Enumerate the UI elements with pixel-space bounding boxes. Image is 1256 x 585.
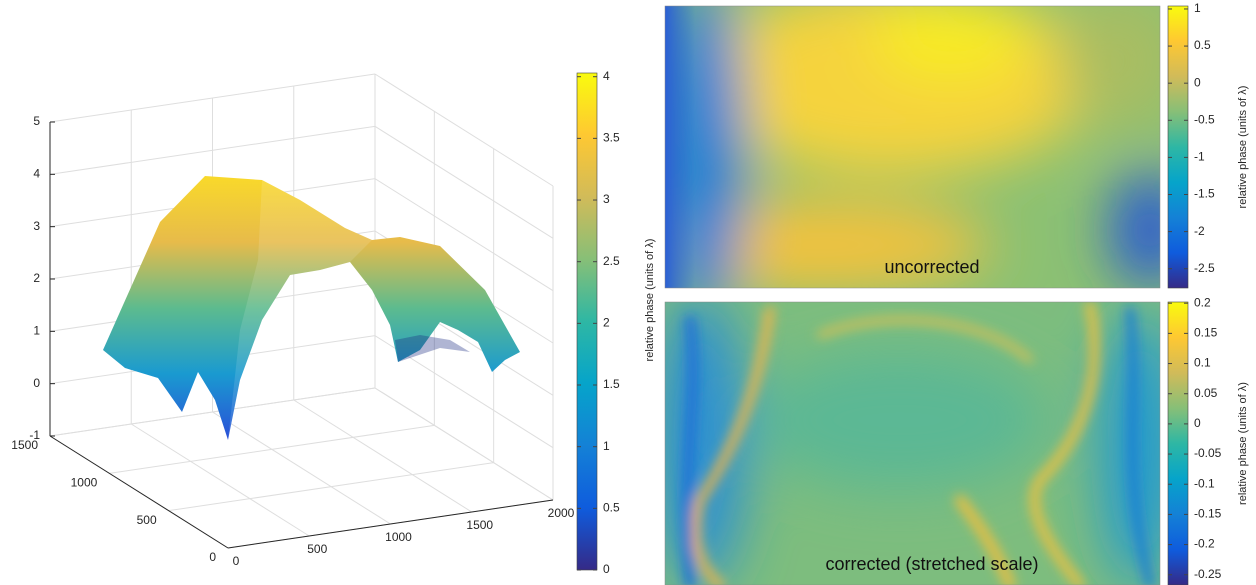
x-tick-label: 500: [307, 542, 327, 556]
z-tick-label: 3: [33, 219, 40, 233]
colorbar-tick-label: 4: [603, 69, 610, 83]
z-tick-label: 2: [33, 271, 40, 285]
x-tick-label: 2000: [548, 506, 575, 520]
colorbar-tick-label: 2: [603, 316, 610, 330]
colorbar: [576, 72, 598, 571]
grid-line: [168, 462, 494, 512]
colorbar-tick-label: 0.2: [1194, 295, 1211, 309]
colorbar-label: relative phase (units of λ): [1237, 382, 1249, 505]
colorbar-tick-label: 0.15: [1194, 326, 1218, 340]
surface: [103, 176, 520, 440]
colorbar-tick-label: -0.15: [1194, 507, 1222, 521]
grid-line: [212, 411, 391, 525]
colorbar-tick-label: 3: [603, 192, 610, 206]
colorbar-tick-label: -0.1: [1194, 476, 1215, 490]
colorbar: [1167, 5, 1189, 289]
heatmap-frame: [664, 5, 1161, 289]
grid-line: [130, 423, 310, 537]
colorbar-tick-label: 0.05: [1194, 386, 1218, 400]
heatmap-frame: [664, 301, 1161, 585]
z-tick-label: 0: [33, 376, 40, 390]
colorbar-tick-label: 0: [603, 562, 610, 576]
grid-line: [49, 387, 376, 437]
z-tick-label: -1: [29, 428, 40, 442]
grid-line: [374, 125, 554, 239]
x-tick-label: 1500: [466, 518, 493, 532]
colorbar-tick-label: -0.5: [1194, 112, 1215, 126]
grid-line: [49, 125, 376, 175]
colorbar: [1167, 301, 1189, 585]
colorbar-tick-label: 3.5: [603, 131, 620, 145]
heatmap-image: [665, 302, 1160, 585]
y-tick-label: 500: [137, 513, 157, 527]
grid-line: [374, 387, 554, 501]
grid-line: [374, 178, 554, 292]
y-tick-label: 1500: [11, 438, 38, 452]
y-tick-label: 1000: [71, 476, 98, 490]
x-tick-label: 1000: [385, 530, 412, 544]
colorbar-tick-label: 0.5: [1194, 38, 1211, 52]
axis-line: [227, 499, 554, 549]
colorbar-tick-label: 0: [1194, 75, 1201, 89]
colorbar-label: relative phase (units of λ): [644, 239, 656, 362]
colorbar-label: relative phase (units of λ): [1237, 86, 1249, 209]
grid-line: [109, 424, 435, 474]
colorbar-tick-label: 0.5: [603, 501, 620, 515]
colorbar-tick-label: -0.05: [1194, 446, 1222, 460]
z-tick-label: 4: [33, 167, 40, 181]
x-tick-label: 0: [233, 554, 240, 568]
colorbar-tick-label: -2.5: [1194, 261, 1215, 275]
colorbar-tick-label: 1: [1194, 1, 1201, 15]
colorbar-tick-label: -1: [1194, 150, 1205, 164]
colorbar-tick-label: 1.5: [603, 377, 620, 391]
colorbar-tick-label: 1: [603, 439, 610, 453]
colorbar-tick-label: 0: [1194, 416, 1201, 430]
colorbar-tick-label: -1.5: [1194, 187, 1215, 201]
colorbar-tick-label: -0.25: [1194, 567, 1222, 581]
colorbar-tick-label: -0.2: [1194, 537, 1215, 551]
panel-label: corrected (stretched scale): [825, 554, 1038, 574]
z-tick-label: 1: [33, 324, 40, 338]
colorbar-tick-label: 0.1: [1194, 356, 1211, 370]
y-tick-label: 0: [209, 550, 216, 564]
grid-line: [293, 399, 473, 513]
colorbar-tick-label: -2: [1194, 224, 1205, 238]
panel-label: uncorrected: [884, 257, 979, 277]
grid-line: [374, 73, 554, 187]
heatmap-image: [665, 6, 1160, 288]
colorbar-tick-label: 2.5: [603, 254, 620, 268]
axis-line: [49, 435, 229, 549]
z-tick-label: 5: [33, 114, 40, 128]
grid-line: [49, 73, 376, 123]
